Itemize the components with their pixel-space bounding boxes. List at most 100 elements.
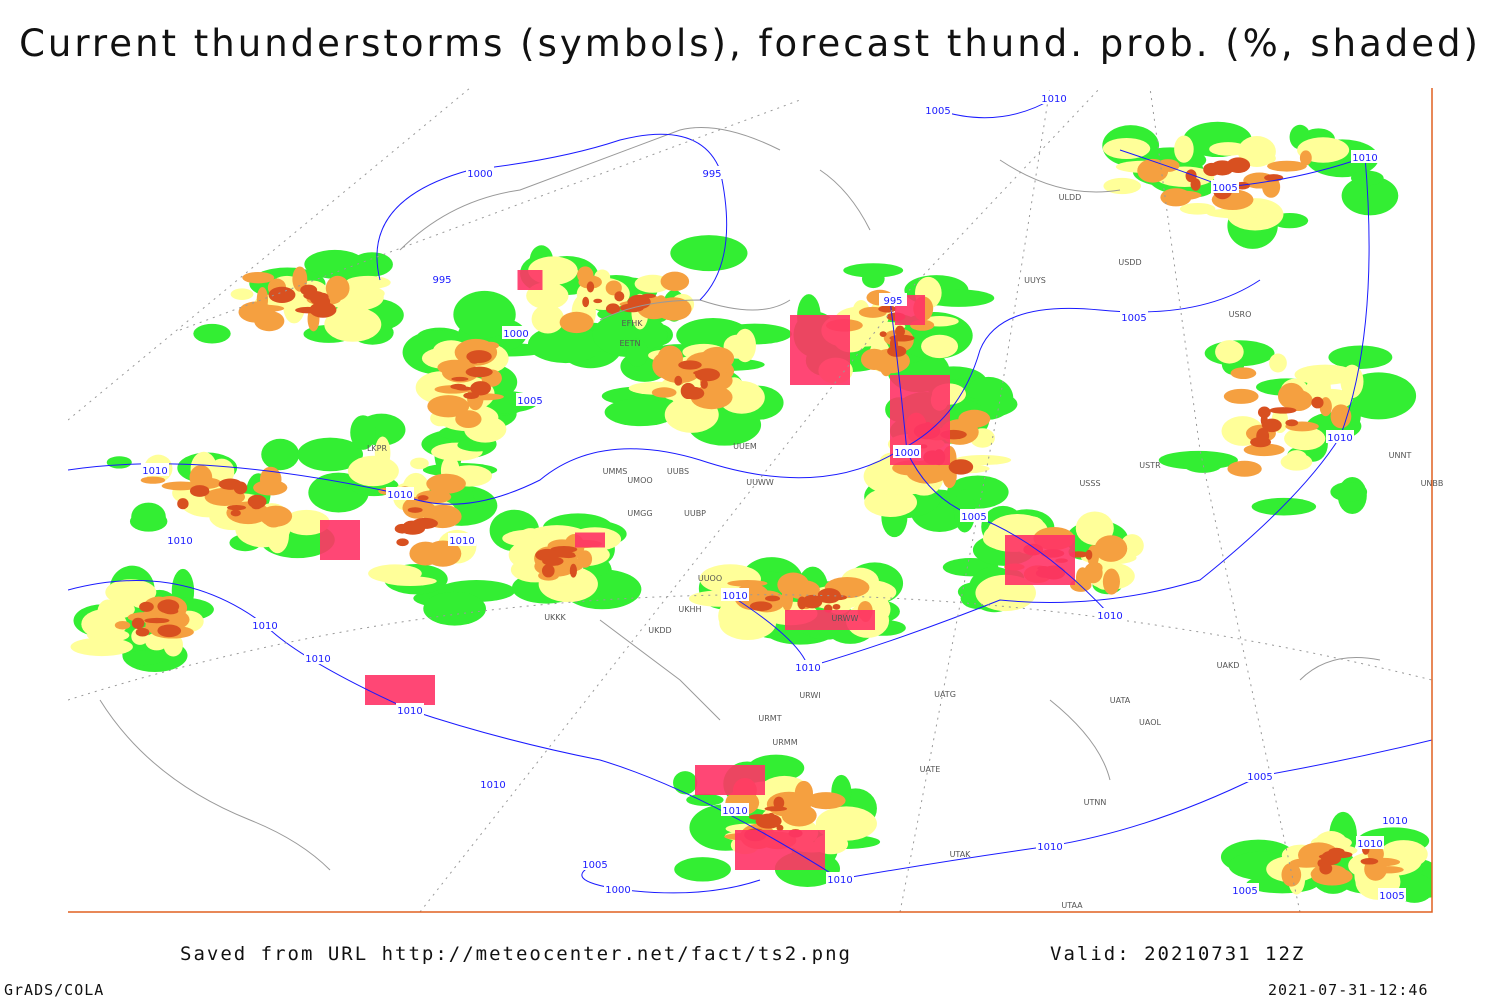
isobar-label: 1005 [1247, 772, 1272, 783]
shade-patch [81, 609, 127, 639]
station-label: UUWW [746, 478, 774, 487]
shade-patch [177, 498, 189, 510]
shade-patch [604, 398, 677, 427]
shade-patch [451, 376, 469, 382]
shade-patch [1280, 453, 1313, 471]
station-label: UMMS [603, 467, 628, 476]
storm-symbols [695, 765, 765, 795]
shade-patch [268, 286, 296, 304]
shade-patch [144, 617, 170, 624]
shade-patch [749, 601, 773, 611]
isobar-label-bg [879, 293, 907, 306]
station-label: UUBP [684, 509, 706, 518]
shade-patch [106, 456, 132, 469]
shade-patch [238, 301, 274, 323]
shade-patch [700, 346, 735, 370]
shade-patch [242, 271, 275, 284]
shade-patch [1085, 549, 1093, 560]
shade-patch [1330, 404, 1352, 429]
isobar-label: 1010 [142, 466, 167, 477]
source-url: Saved from URL http://meteocenter.net/fa… [180, 943, 852, 965]
station-label: UTAK [950, 850, 972, 859]
shade-patch [1227, 460, 1262, 477]
station-label: UTNN [1084, 798, 1107, 807]
shade-patch [864, 487, 918, 517]
shade-patch [776, 824, 784, 832]
isobar-label: 1005 [925, 106, 950, 117]
shade-patch [1341, 176, 1399, 216]
shade-patch [605, 303, 621, 315]
shade-patch [1088, 562, 1103, 574]
shade-patch [1317, 859, 1325, 868]
valid-time: Valid: 20210731 12Z [1050, 943, 1305, 965]
shade-patch [325, 275, 350, 301]
isobar-label: 1010 [480, 780, 505, 791]
shade-patch [324, 306, 382, 342]
isobar-label: 1000 [605, 885, 630, 896]
shade-patch [1256, 428, 1270, 445]
shade-patch [135, 627, 150, 637]
station-label: UUBS [667, 467, 689, 476]
isobar-label: 1010 [1037, 842, 1062, 853]
shade-patch [351, 252, 393, 277]
isobar-label: 1010 [1357, 839, 1382, 850]
isobar-label-bg [1356, 836, 1384, 849]
software: GrADS/COLA [4, 981, 104, 999]
station-label: UAOL [1139, 718, 1161, 727]
shade-patch [806, 792, 846, 810]
shade-patch [157, 625, 171, 635]
shade-patch [781, 586, 794, 611]
shade-patch [140, 476, 166, 484]
shade-patch [948, 459, 974, 475]
isobar-label: 995 [702, 169, 721, 180]
title: Current thunderstorms (symbols), forecas… [19, 22, 1481, 65]
shade-patch [577, 266, 594, 284]
shade-patch [304, 249, 366, 279]
isobar-label-bg [794, 660, 822, 673]
shade-patch [295, 306, 321, 314]
shade-patch [455, 386, 473, 391]
shade-patch [861, 269, 885, 289]
isobar-label-bg [1036, 839, 1064, 852]
isobar-label: 1010 [167, 536, 192, 547]
shade-patch [1269, 353, 1287, 373]
station-label: UUOO [698, 574, 722, 583]
shade-patch [785, 579, 820, 600]
storm-symbols [320, 520, 360, 560]
station-label: UNNT [1389, 451, 1412, 460]
shade-patch [1329, 851, 1353, 859]
station-label: UKHH [678, 605, 701, 614]
storm-symbols [575, 532, 605, 548]
shade-patch [1283, 389, 1313, 411]
isobar-label: 995 [883, 296, 902, 307]
isobar-label: 1000 [467, 169, 492, 180]
shade-patch [895, 325, 906, 338]
station-label: USRO [1229, 310, 1252, 319]
shade-patch [1174, 135, 1194, 163]
timestamp: 2021-07-31-12:46 [1268, 981, 1429, 999]
shade-patch [906, 459, 950, 484]
isobar-label: 1010 [387, 490, 412, 501]
station-label: URWW [832, 614, 859, 623]
shade-patch [1284, 426, 1326, 451]
shade-patch [527, 325, 604, 364]
shade-patch [797, 596, 807, 610]
shade-patch [1360, 858, 1379, 865]
shade-patch [773, 796, 785, 810]
isobar-label: 1010 [1352, 153, 1377, 164]
shade-patch [1209, 142, 1248, 156]
shade-patch [674, 857, 731, 882]
shade-patch [131, 617, 145, 630]
shade-patch [453, 290, 516, 339]
shade-patch [1350, 170, 1384, 186]
isobar-label-bg [698, 166, 726, 179]
shade-patch [1185, 169, 1197, 183]
shade-patch [350, 415, 376, 450]
station-label: UKDD [648, 626, 671, 635]
shade-patch [561, 553, 576, 559]
isobar-label-bg [1120, 310, 1148, 323]
shade-patch [437, 359, 473, 376]
shade-patch [230, 288, 254, 300]
isobar-label: 1005 [517, 396, 542, 407]
shade-patch [1179, 202, 1216, 215]
